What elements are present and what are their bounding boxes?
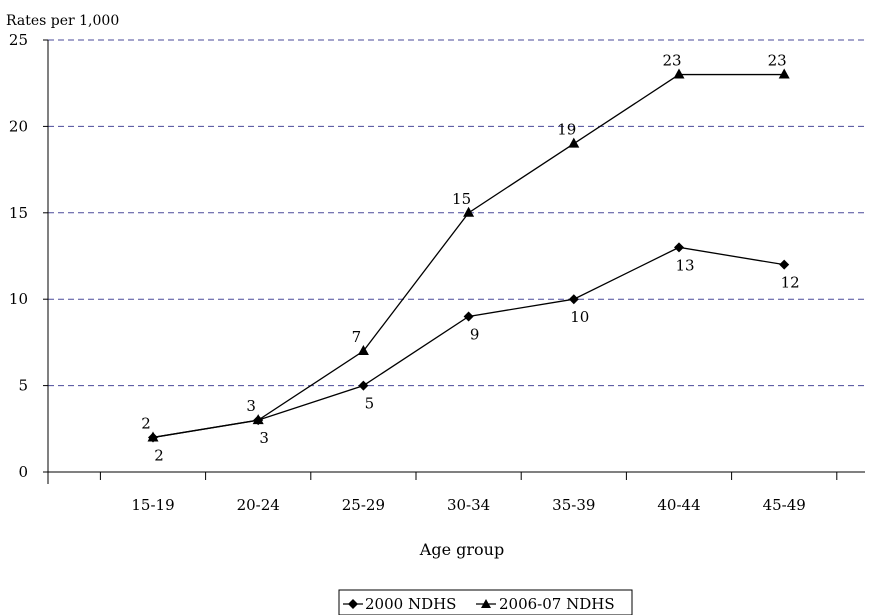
x-tick-label-30-34: 30-34	[447, 496, 490, 514]
x-tick-label-20-24: 20-24	[237, 496, 280, 514]
marker-triangle-1	[252, 414, 264, 425]
marker-triangle-0	[147, 431, 159, 442]
marker-triangle-5	[673, 68, 685, 79]
y-tick-label-15: 15	[9, 204, 28, 222]
marker-diamond-4	[568, 294, 579, 305]
legend-marker-triangle	[481, 599, 491, 608]
marker-triangle-4	[568, 137, 580, 148]
data-label-0-4: 10	[570, 308, 589, 326]
data-label-1-1: 3	[246, 397, 256, 415]
y-axis-label: Rates per 1,000	[6, 13, 119, 29]
data-label-1-3: 15	[452, 190, 471, 208]
x-tick-label-40-44: 40-44	[657, 496, 700, 514]
x-tick-label-45-49: 45-49	[763, 496, 806, 514]
x-tick-label-15-19: 15-19	[131, 496, 174, 514]
legend-label-2006: 2006-07 NDHS	[499, 595, 615, 613]
legend-label-2000: 2000 NDHS	[365, 595, 456, 613]
data-label-1-4: 19	[557, 121, 576, 139]
x-tick-label-25-29: 25-29	[342, 496, 385, 514]
x-axis-label: Age group	[419, 540, 504, 559]
y-tick-label-5: 5	[18, 377, 28, 395]
data-label-1-2: 7	[352, 328, 362, 346]
y-tick-label-25: 25	[9, 31, 28, 49]
marker-triangle-6	[778, 68, 790, 79]
data-label-0-2: 5	[365, 395, 375, 413]
y-tick-label-10: 10	[9, 290, 28, 308]
marker-triangle-2	[357, 345, 369, 356]
marker-triangle-3	[463, 206, 475, 217]
y-tick-label-20: 20	[9, 117, 28, 135]
marker-diamond-2	[358, 380, 369, 391]
x-tick-labels: 15-19 20-24 25-29 30-34 35-39 40-44 45-49	[131, 496, 805, 514]
data-label-0-3: 9	[470, 325, 480, 343]
y-tick-label-0: 0	[18, 463, 28, 481]
gridlines	[48, 39, 865, 387]
data-label-0-1: 3	[259, 429, 269, 447]
marker-diamond-6	[779, 259, 790, 270]
data-label-1-5: 23	[662, 52, 681, 70]
marker-diamond-3	[463, 311, 474, 322]
marker-diamond-5	[674, 242, 684, 253]
axes	[43, 39, 865, 484]
x-tick-label-35-39: 35-39	[552, 496, 595, 514]
data-label-0-0: 2	[154, 446, 164, 464]
data-label-1-6: 23	[768, 52, 787, 70]
y-tick-labels: 0 5 10 15 20 25	[9, 31, 28, 481]
data-label-0-6: 12	[781, 274, 800, 292]
legend: 2000 NDHS 2006-07 NDHS	[338, 589, 633, 615]
data-label-0-5: 13	[675, 256, 694, 274]
legend-marker-diamond	[348, 599, 358, 609]
data-label-1-0: 2	[141, 414, 151, 432]
